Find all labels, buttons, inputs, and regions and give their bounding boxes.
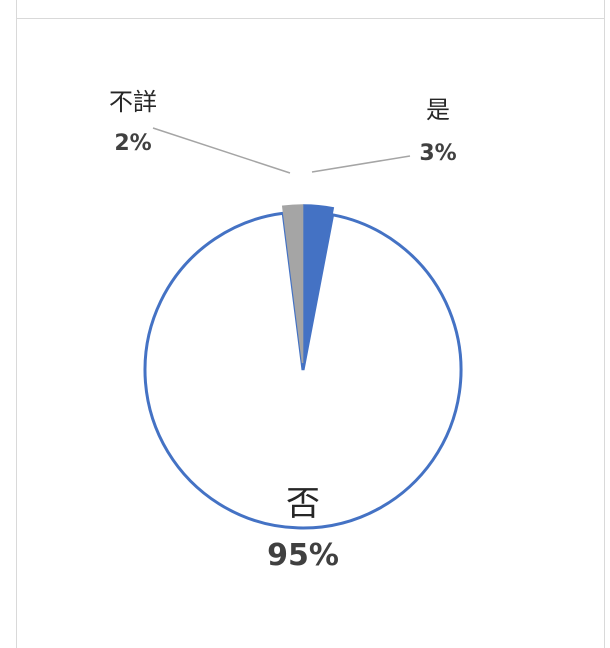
slices-layer [143, 204, 463, 530]
percent-label-2: 95% [267, 538, 339, 573]
leader-lines [152, 127, 411, 174]
leader-line-3 [152, 127, 291, 174]
percent-label-1: 3% [419, 141, 456, 166]
pie-slice-3 [281, 204, 304, 364]
percent-label-3: 2% [114, 131, 151, 156]
category-label-3: 不詳 [109, 88, 157, 116]
category-label-1: 是 [426, 96, 450, 124]
pie-slice-2 [143, 211, 463, 530]
data-labels: 是 3% 否 95% 不詳 2% [109, 88, 457, 573]
category-label-2: 否 [286, 484, 320, 524]
leader-line-1 [311, 155, 411, 173]
